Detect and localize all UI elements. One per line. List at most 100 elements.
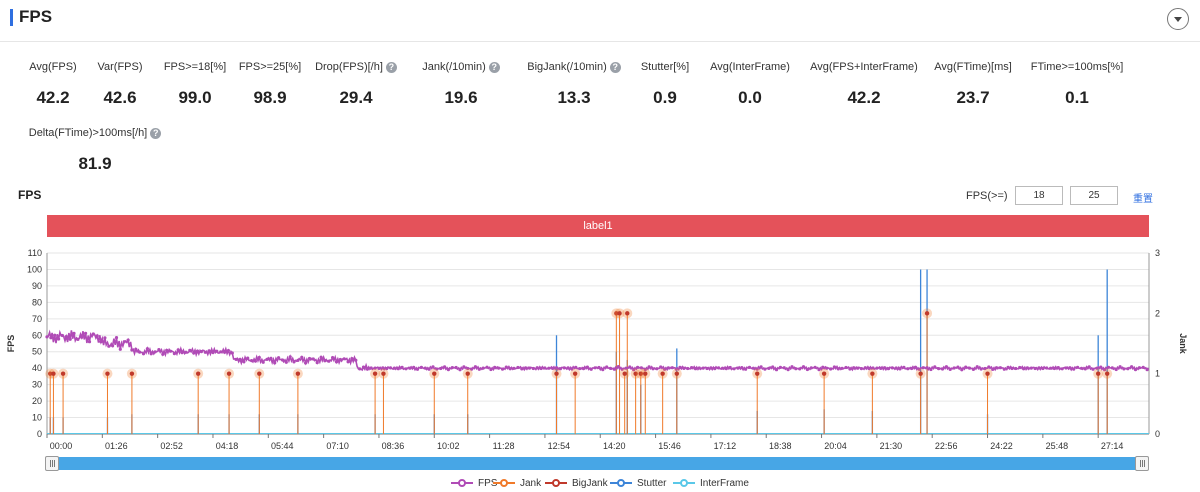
fps-point (292, 360, 296, 364)
fps-point (392, 366, 396, 370)
fps-point (338, 357, 342, 362)
fps-point (910, 366, 914, 371)
fps-point (485, 365, 489, 369)
fps-point (979, 367, 983, 371)
fps-point (832, 365, 837, 369)
jank-point (195, 371, 201, 376)
fps-point (929, 367, 933, 372)
fps-point (307, 356, 312, 361)
help-icon[interactable]: ? (150, 127, 162, 139)
fps-point (917, 367, 921, 371)
fps-point (798, 367, 802, 371)
legend-item-jank[interactable]: Jank (493, 476, 541, 490)
fps-point (601, 368, 605, 372)
fps-point (663, 367, 667, 371)
metric-label-text: Stutter[%] (640, 61, 690, 73)
fps-point (991, 367, 995, 371)
legend-label: Jank (520, 477, 542, 489)
time-range-slider[interactable] (45, 456, 1149, 471)
fps-point (253, 359, 257, 363)
metric-0: Avg(FPS) 42.2 (0, 57, 128, 108)
metric-value: 19.6 (444, 88, 478, 107)
fps-point (778, 365, 783, 369)
x-tick-label: 21:30 (880, 441, 903, 451)
x-tick-label: 07:10 (326, 441, 349, 451)
legend-item-interframe[interactable]: InterFrame (673, 476, 749, 490)
fps-point (1068, 366, 1072, 370)
fps-point (836, 367, 840, 371)
fps-point (404, 367, 408, 371)
x-tick-label: 27:14 (1101, 441, 1124, 451)
fps-point (107, 344, 111, 348)
metric-value: 98.9 (253, 88, 287, 107)
jank-point (674, 371, 680, 376)
x-tick-label: 17:12 (714, 441, 737, 451)
fps-point (195, 349, 200, 353)
fps-point (817, 368, 821, 372)
fps-point (767, 366, 771, 370)
fps-point (76, 337, 80, 341)
fps-point (921, 366, 925, 370)
metric-label: Drop(FPS)[/h]? (315, 60, 397, 74)
metric-10: Avg(FTime)[ms] 23.7 (898, 57, 1048, 108)
fps-threshold-high-input[interactable] (1070, 186, 1118, 205)
label-band[interactable]: label1 (47, 215, 1149, 237)
fps-point (103, 336, 107, 340)
fps-point (925, 366, 929, 370)
jank-point (821, 371, 827, 376)
fps-point (883, 366, 887, 370)
metric-label-text: Drop(FPS)[/h] (315, 61, 383, 73)
fps-point (1141, 365, 1145, 369)
jank-point (372, 371, 378, 376)
y-tick-label: 20 (32, 396, 42, 406)
help-icon[interactable]: ? (488, 61, 500, 73)
fps-point (80, 335, 84, 339)
fps-point (566, 366, 570, 370)
fps-chart[interactable]: 0 10 20 30 40 50 60 70 80 90 100 110 0 1 2 3 FPS Jank 00:0… (0, 244, 1200, 456)
fps-point (1118, 365, 1122, 369)
fps-point (759, 365, 763, 369)
slider-handle-left[interactable] (45, 456, 59, 471)
x-tick-label: 24:22 (990, 441, 1013, 451)
help-icon[interactable]: ? (609, 61, 621, 73)
legend-item-fps[interactable]: FPS (451, 476, 497, 490)
metric-label-text: FPS>=25[%] (238, 61, 302, 73)
jank-point (465, 371, 470, 376)
collapse-toggle-button[interactable] (1167, 8, 1189, 30)
fps-point (848, 367, 852, 371)
fps-threshold-low-input[interactable] (1015, 186, 1063, 205)
jank-point (918, 371, 923, 376)
fps-point (508, 367, 512, 371)
fps-point (346, 360, 350, 364)
reset-button[interactable]: 重置 (1133, 194, 1153, 205)
fps-point (53, 333, 57, 337)
metric-4: Drop(FPS)[/h]? 29.4 (281, 57, 431, 108)
jank-point (638, 371, 643, 376)
legend-item-bigjank[interactable]: BigJank (545, 476, 608, 490)
fps-point (693, 367, 698, 371)
fps-point (562, 366, 566, 370)
fps-point (713, 367, 717, 371)
fps-point (821, 365, 825, 369)
fps-point (45, 335, 49, 339)
fps-point (879, 366, 883, 370)
fps-point (168, 349, 173, 353)
fps-point (898, 367, 902, 371)
fps-point (84, 331, 88, 335)
fps-point (257, 355, 261, 360)
fps-point (149, 352, 153, 356)
fps-point (960, 368, 964, 372)
help-icon[interactable]: ? (385, 61, 397, 73)
legend-item-stutter[interactable]: Stutter (610, 476, 666, 490)
jank-point (129, 371, 135, 376)
fps-point (446, 368, 450, 372)
fps-point (1014, 366, 1018, 371)
fps-point (539, 366, 543, 371)
fps-point (581, 367, 586, 371)
legend-swatch-icon (493, 478, 515, 488)
fps-point (744, 367, 748, 371)
fps-point (543, 366, 547, 370)
jank-point (432, 371, 437, 376)
slider-handle-right[interactable] (1135, 456, 1149, 471)
fps-point (1037, 366, 1041, 370)
